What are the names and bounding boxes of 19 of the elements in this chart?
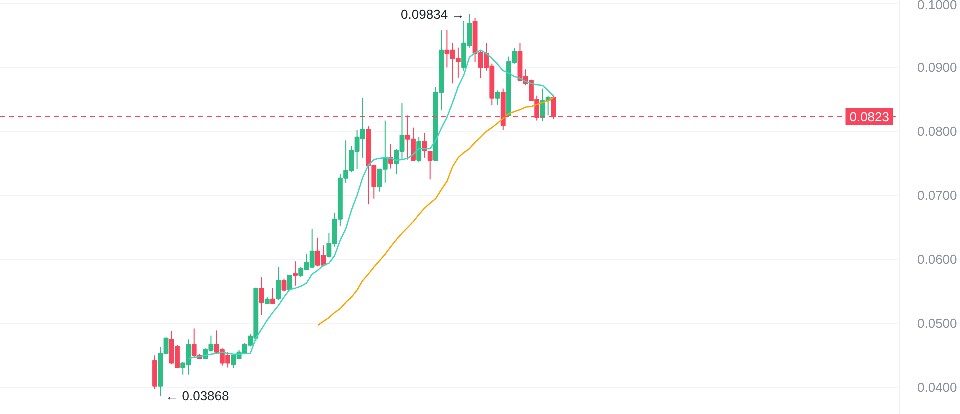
y-tick-label: 0.0600: [918, 252, 958, 268]
candlestick: [282, 278, 287, 292]
candlestick: [416, 136, 422, 163]
candlestick: [259, 277, 264, 316]
ref-line-label: 0.0823: [850, 109, 890, 124]
candlestick: [495, 90, 500, 106]
candlestick: [287, 275, 292, 291]
y-tick-label: 0.0900: [918, 60, 958, 76]
y-tick-label: 0.0700: [918, 188, 958, 204]
candlestick: [276, 266, 282, 302]
annotation: 0.09834 →: [401, 6, 465, 22]
candlestick: [293, 261, 298, 286]
y-tick-label: 0.0400: [918, 380, 958, 396]
annotation: ← 0.03868: [166, 388, 230, 404]
y-tick-label: 0.1000: [918, 0, 958, 12]
line-series: [317, 97, 555, 326]
y-tick-label: 0.0800: [918, 124, 958, 140]
y-tick-label: 0.0500: [918, 316, 958, 332]
candlestick: [270, 288, 276, 305]
